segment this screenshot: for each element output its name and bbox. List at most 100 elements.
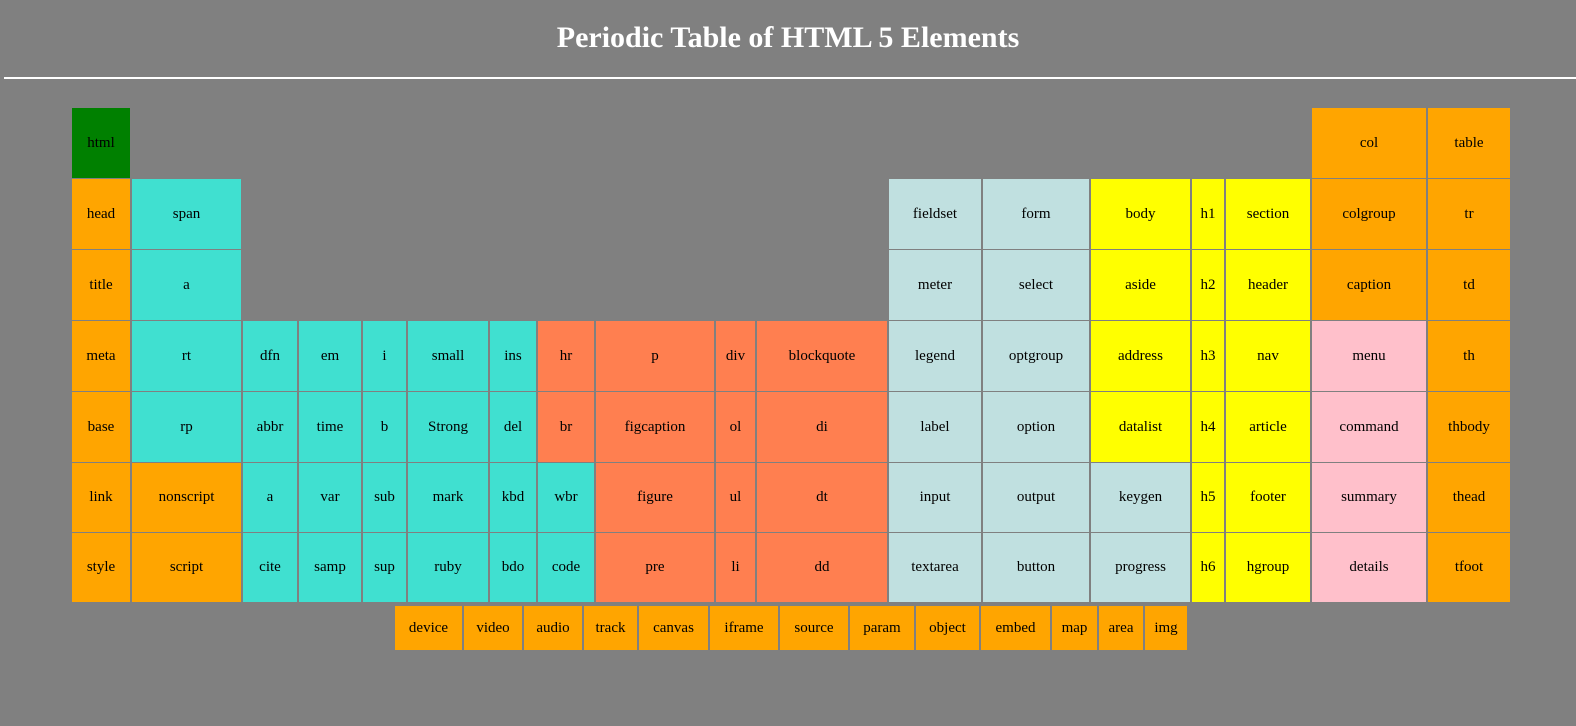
element-progress: progress [1091, 533, 1190, 602]
element-cite: cite [243, 533, 297, 602]
element-br: br [538, 392, 594, 462]
element-base: base [72, 392, 130, 462]
element-rp: rp [132, 392, 241, 462]
element-body: body [1091, 179, 1190, 249]
element-input: input [889, 463, 981, 532]
element-textarea: textarea [889, 533, 981, 602]
element-track: track [584, 606, 637, 650]
element-embed: embed [981, 606, 1050, 650]
element-i: i [363, 321, 406, 391]
element-style: style [72, 533, 130, 602]
element-thbody: thbody [1428, 392, 1510, 462]
element-colgroup: colgroup [1312, 179, 1426, 249]
element-title: title [72, 250, 130, 320]
element-wbr: wbr [538, 463, 594, 532]
element-keygen: keygen [1091, 463, 1190, 532]
element-a: a [132, 250, 241, 320]
element-ol: ol [716, 392, 755, 462]
element-h4: h4 [1192, 392, 1224, 462]
element-span: span [132, 179, 241, 249]
element-h2: h2 [1192, 250, 1224, 320]
element-dd: dd [757, 533, 887, 602]
element-b: b [363, 392, 406, 462]
element-object: object [916, 606, 979, 650]
element-rt: rt [132, 321, 241, 391]
element-td: td [1428, 250, 1510, 320]
element-ul: ul [716, 463, 755, 532]
element-strong: Strong [408, 392, 488, 462]
element-select: select [983, 250, 1089, 320]
element-nav: nav [1226, 321, 1310, 391]
element-meter: meter [889, 250, 981, 320]
element-div: div [716, 321, 755, 391]
element-img: img [1145, 606, 1187, 650]
element-option: option [983, 392, 1089, 462]
element-script: script [132, 533, 241, 602]
element-legend: legend [889, 321, 981, 391]
element-header: header [1226, 250, 1310, 320]
element-label: label [889, 392, 981, 462]
element-table: table [1428, 108, 1510, 178]
element-button: button [983, 533, 1089, 602]
element-figure: figure [596, 463, 714, 532]
element-menu: menu [1312, 321, 1426, 391]
element-article: article [1226, 392, 1310, 462]
element-fieldset: fieldset [889, 179, 981, 249]
element-audio: audio [524, 606, 582, 650]
element-thead: thead [1428, 463, 1510, 532]
element-small: small [408, 321, 488, 391]
element-footer: footer [1226, 463, 1310, 532]
element-kbd: kbd [490, 463, 536, 532]
element-abbr: abbr [243, 392, 297, 462]
element-h6: h6 [1192, 533, 1224, 602]
element-optgroup: optgroup [983, 321, 1089, 391]
title-divider [4, 77, 1576, 79]
element-li: li [716, 533, 755, 602]
element-a-2: a [243, 463, 297, 532]
element-form: form [983, 179, 1089, 249]
element-meta: meta [72, 321, 130, 391]
element-col: col [1312, 108, 1426, 178]
element-html: html [72, 108, 130, 178]
element-sup: sup [363, 533, 406, 602]
element-details: details [1312, 533, 1426, 602]
element-iframe: iframe [710, 606, 778, 650]
element-ins: ins [490, 321, 536, 391]
element-summary: summary [1312, 463, 1426, 532]
element-var: var [299, 463, 361, 532]
element-dt: dt [757, 463, 887, 532]
element-map: map [1052, 606, 1097, 650]
element-ruby: ruby [408, 533, 488, 602]
element-mark: mark [408, 463, 488, 532]
element-tr: tr [1428, 179, 1510, 249]
element-h5: h5 [1192, 463, 1224, 532]
element-pre: pre [596, 533, 714, 602]
element-source: source [780, 606, 848, 650]
element-del: del [490, 392, 536, 462]
element-code: code [538, 533, 594, 602]
element-sub: sub [363, 463, 406, 532]
element-blockquote: blockquote [757, 321, 887, 391]
element-video: video [464, 606, 522, 650]
element-caption: caption [1312, 250, 1426, 320]
element-dfn: dfn [243, 321, 297, 391]
element-h3: h3 [1192, 321, 1224, 391]
element-p: p [596, 321, 714, 391]
element-datalist: datalist [1091, 392, 1190, 462]
element-section: section [1226, 179, 1310, 249]
element-head: head [72, 179, 130, 249]
element-nonscript: nonscript [132, 463, 241, 532]
element-em: em [299, 321, 361, 391]
element-param: param [850, 606, 914, 650]
element-time: time [299, 392, 361, 462]
element-figcaption: figcaption [596, 392, 714, 462]
element-th: th [1428, 321, 1510, 391]
page-title: Periodic Table of HTML 5 Elements [556, 21, 1020, 54]
element-h1: h1 [1192, 179, 1224, 249]
element-samp: samp [299, 533, 361, 602]
element-link: link [72, 463, 130, 532]
element-aside: aside [1091, 250, 1190, 320]
element-area: area [1099, 606, 1143, 650]
element-bdo: bdo [490, 533, 536, 602]
element-di: di [757, 392, 887, 462]
